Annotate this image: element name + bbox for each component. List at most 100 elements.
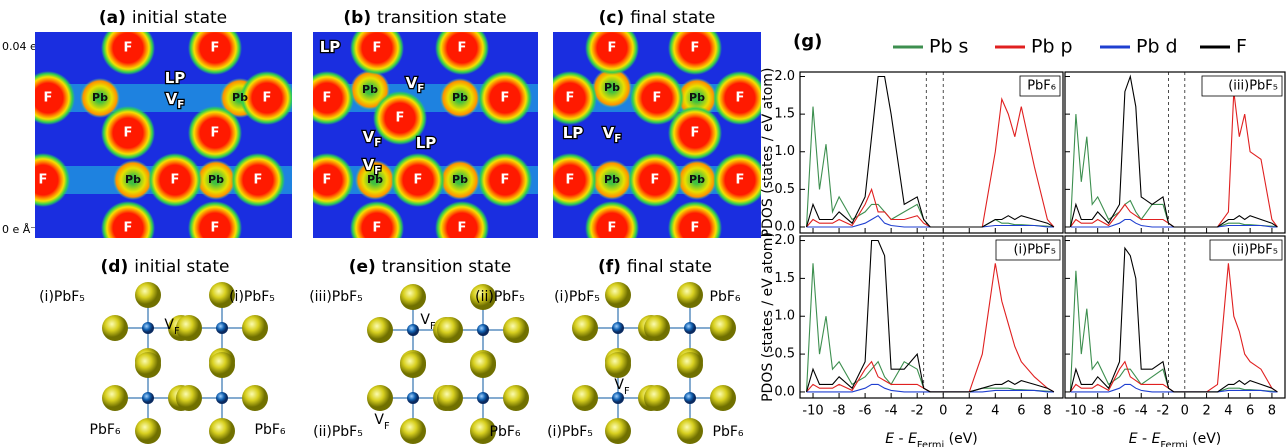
f-label: F <box>653 91 662 106</box>
pdos-line: Pb d <box>806 383 1054 393</box>
f-label: F <box>458 41 467 56</box>
x-tick-label: -10 <box>1065 404 1086 419</box>
x-label-part: E <box>1152 431 1161 447</box>
f-label: F <box>254 173 263 188</box>
f-label: F <box>691 126 700 141</box>
structure-label-main: (i)PbF₅ <box>39 289 85 305</box>
structure-label: VF <box>164 317 180 337</box>
annotation-main: LP <box>320 38 341 56</box>
annotation-main: V <box>166 90 178 108</box>
structure-label-main: (i)PbF₅ <box>554 289 600 305</box>
pb-label: Pb <box>452 173 468 186</box>
f-density <box>101 106 155 160</box>
legend-label: Pb p <box>1031 36 1073 58</box>
f-density <box>391 153 445 207</box>
f-sphere <box>400 352 426 378</box>
legend-label: Pb s <box>929 36 968 58</box>
f-sphere <box>503 385 529 411</box>
f-density <box>668 32 722 75</box>
annotation: LP <box>563 124 584 142</box>
legend-label: Pb d <box>1136 36 1178 58</box>
pdos-line: Pb p <box>806 263 1055 393</box>
x-tick-label: 6 <box>1246 404 1254 419</box>
plot: Pb sPb pPb dF <box>805 239 1055 393</box>
title-text: transition state <box>382 257 511 277</box>
pb-density <box>440 78 480 118</box>
inset-label: (iii)PbF₅ <box>1228 79 1278 94</box>
f-density <box>553 71 597 125</box>
f-label: F <box>651 173 660 188</box>
pb-label: Pb <box>604 173 620 186</box>
structure-label-main: (ii)PbF₅ <box>313 424 363 440</box>
plot: Pb sPb pPb dF <box>1069 74 1278 228</box>
pdos-line: F <box>805 239 1055 393</box>
x-tick-label: -6 <box>1113 404 1126 419</box>
x-label-part: - <box>1138 431 1152 447</box>
x-tick-label: 0 <box>939 404 947 419</box>
f-density <box>435 201 489 238</box>
y-tick-label: 1.5 <box>774 107 795 122</box>
annotation-main: LP <box>165 69 186 87</box>
x-tick-label: -4 <box>885 404 898 419</box>
f-sphere <box>470 284 496 310</box>
x-axis-label: E - EFermi (eV) <box>1129 431 1222 447</box>
pb-atom <box>407 392 419 404</box>
structure <box>572 282 736 444</box>
map-bg <box>35 32 292 238</box>
x-label-part: - <box>894 431 908 447</box>
inset-label: (i)PbF₅ <box>1013 243 1056 258</box>
map-bg <box>553 32 761 238</box>
structure-label: (i)PbF₅ <box>39 289 85 305</box>
pdos-line: F <box>1069 246 1278 393</box>
f-sphere <box>209 282 235 308</box>
pb-density <box>113 160 153 200</box>
structure-label: (i)PbF₅ <box>547 424 593 440</box>
pb-atom <box>612 392 624 404</box>
f-label: F <box>263 91 272 106</box>
f-sphere <box>470 418 496 444</box>
inset-box <box>1201 75 1283 97</box>
x-tick-label: 8 <box>1268 404 1276 419</box>
f-density <box>713 71 761 125</box>
f-sphere <box>242 385 268 411</box>
structure-label: PbF₆ <box>90 422 121 438</box>
panel-title: (e) transition state <box>349 257 512 277</box>
annotation-main: V <box>363 156 375 174</box>
x-label-part: E <box>908 431 917 447</box>
pb-atom <box>612 322 624 334</box>
pdos-line: Pb d <box>806 214 1054 228</box>
annotation-sub: F <box>177 99 184 111</box>
f-sphere <box>102 315 128 341</box>
title-tag: (e) <box>349 257 376 277</box>
f-density <box>350 201 404 238</box>
structure-label: VF <box>420 312 436 332</box>
x-tick-label: -8 <box>1091 404 1104 419</box>
f-density <box>478 153 532 207</box>
structure-label: PbF₆ <box>490 424 521 440</box>
f-density <box>231 153 285 207</box>
annotation-main: V <box>406 74 418 92</box>
f-sphere <box>470 352 496 378</box>
panel-title: (a) initial state <box>99 8 227 28</box>
structure-label: (ii)PbF₅ <box>313 424 363 440</box>
x-tick-label: 2 <box>965 404 973 419</box>
panel-title: (c) final state <box>599 8 716 28</box>
f-sphere <box>605 282 631 308</box>
pb-label: Pb <box>689 173 705 186</box>
contour-map: F F F F F F F F F F F Pb Pb Pb Pb <box>553 32 761 238</box>
f-density <box>553 153 597 207</box>
f-density <box>101 32 155 75</box>
f-sphere <box>677 352 703 378</box>
structure-label-sub: F <box>174 326 180 337</box>
structure-label-sub: F <box>384 421 390 432</box>
structure <box>367 284 529 444</box>
title-text: transition state <box>377 8 506 28</box>
f-sphere <box>367 385 393 411</box>
title-tag: (f) <box>598 257 621 277</box>
annotation-sub: F <box>417 83 424 95</box>
y-tick-label: 2.0 <box>774 69 795 84</box>
legend-label: F <box>1236 36 1247 58</box>
structure-label-main: (iii)PbF₅ <box>309 289 363 305</box>
f-density <box>478 71 532 125</box>
